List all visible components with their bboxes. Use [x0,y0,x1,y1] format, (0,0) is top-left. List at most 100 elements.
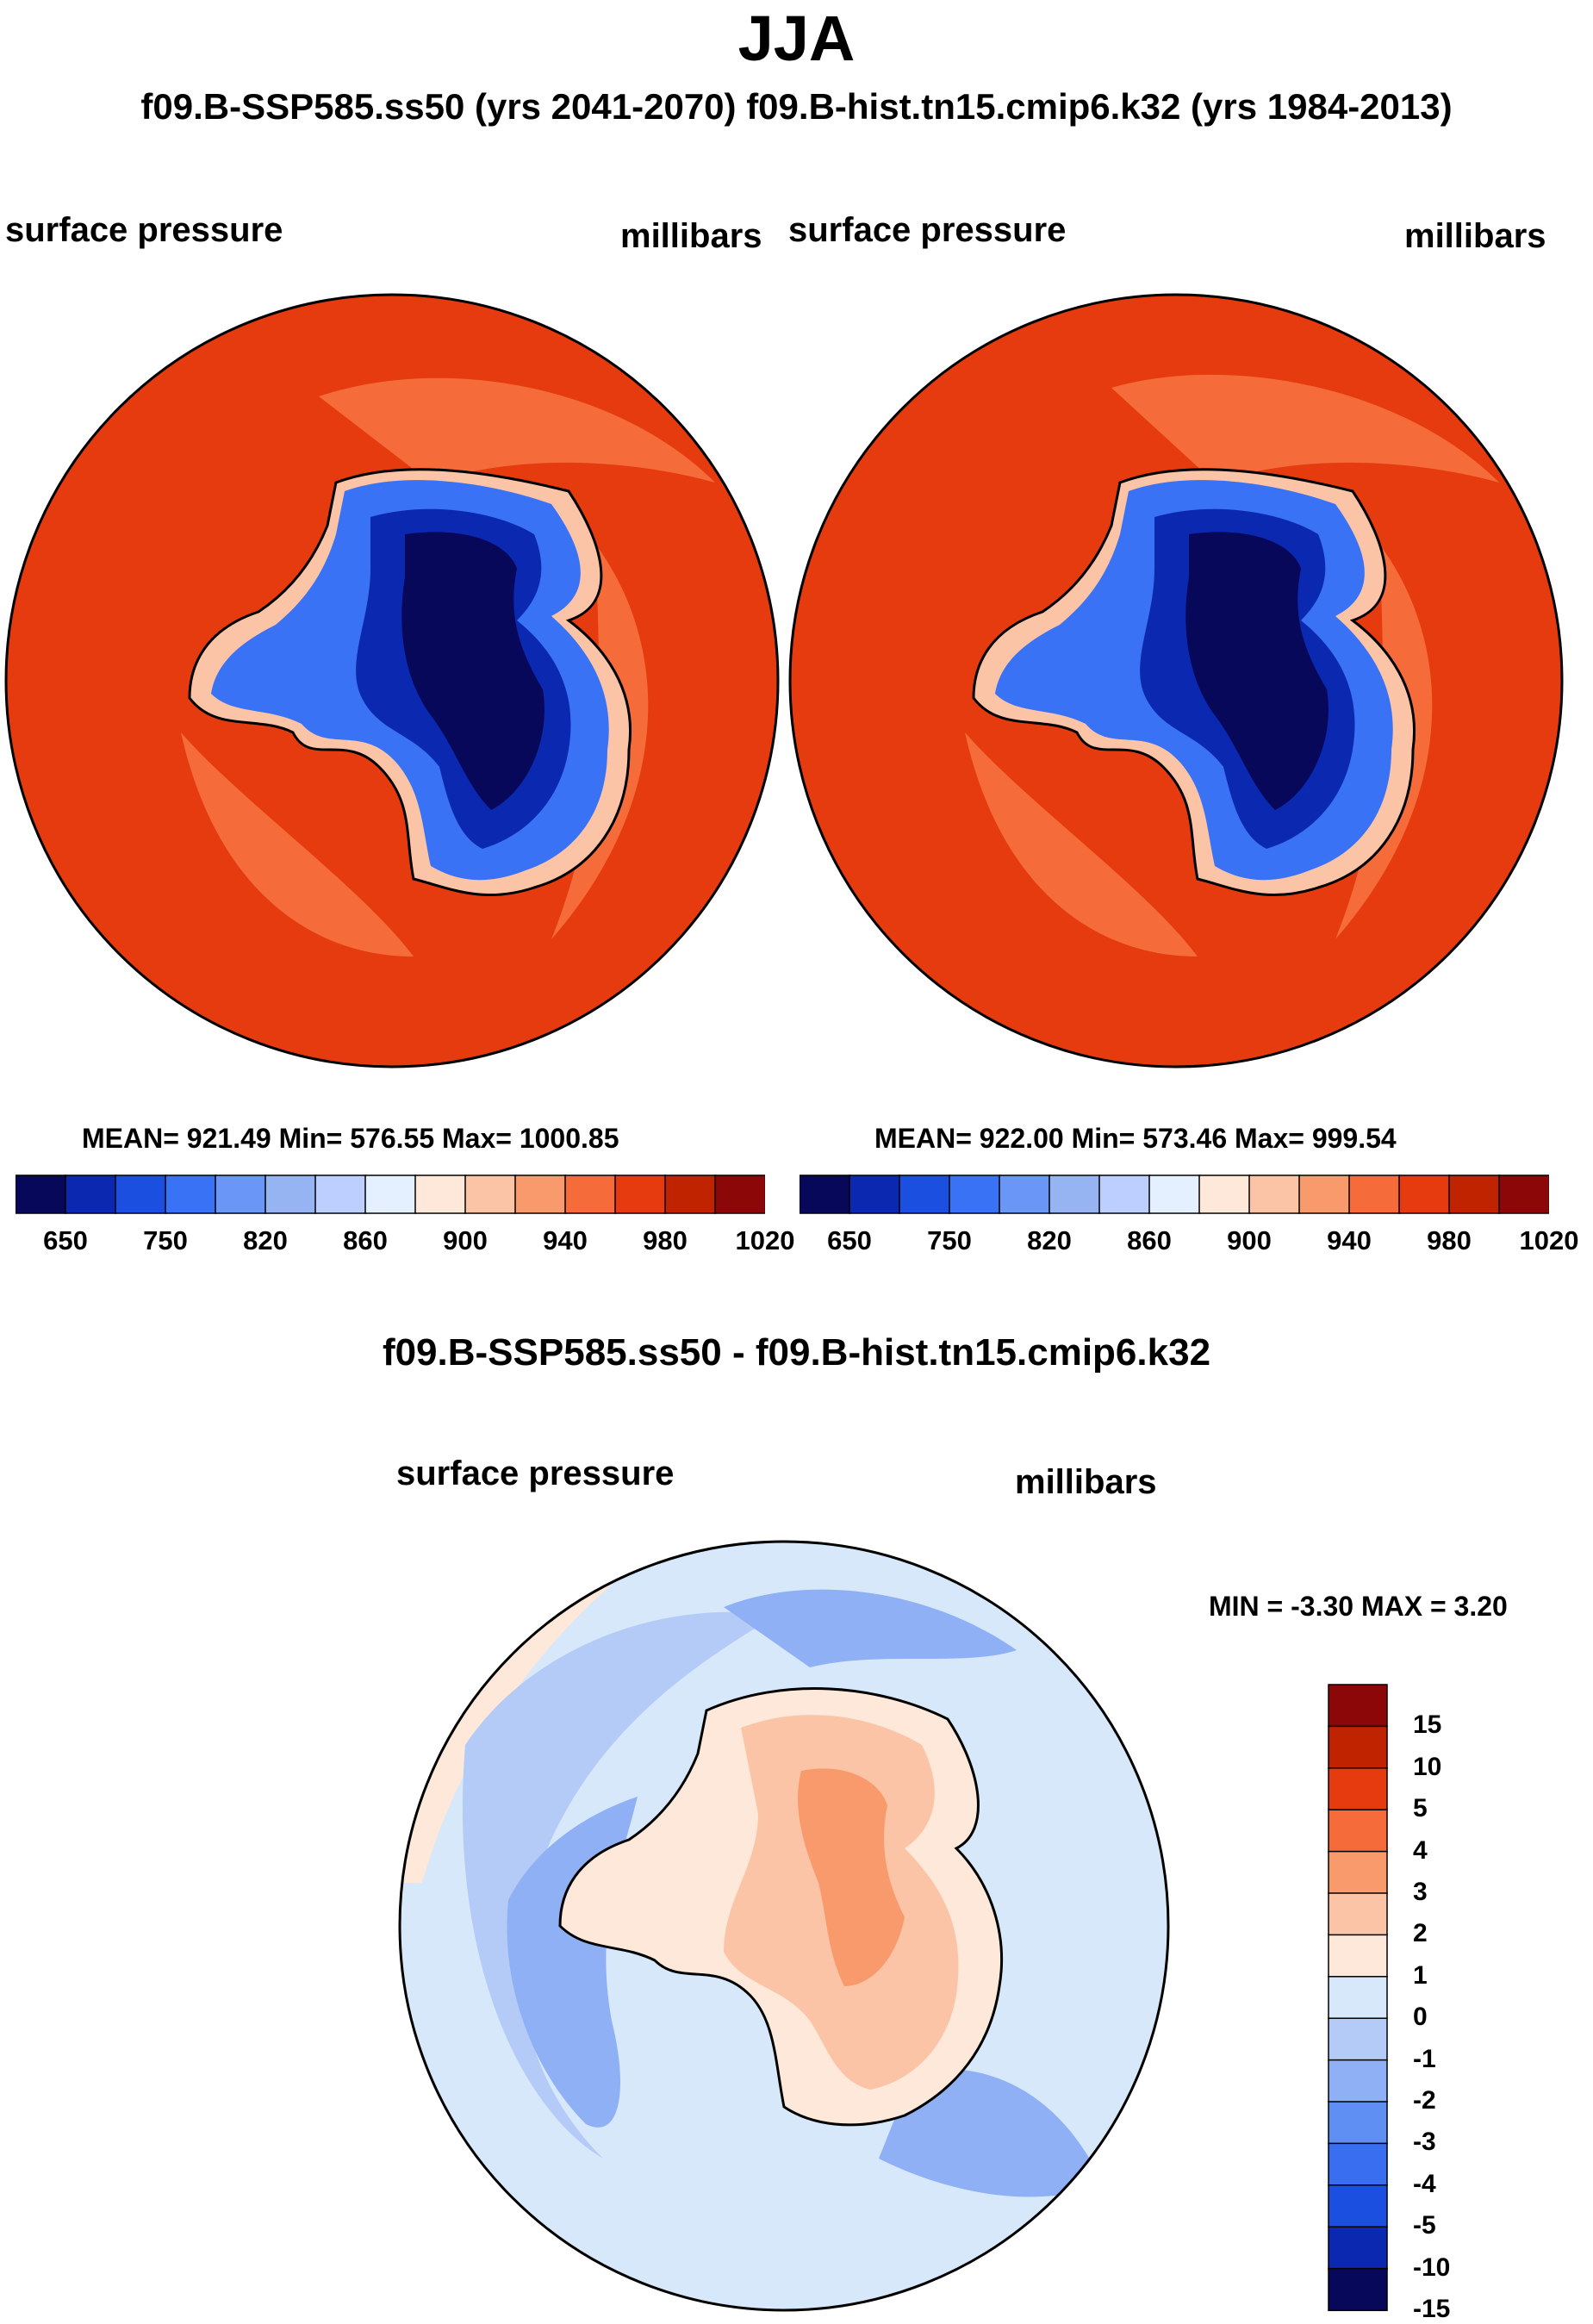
colorbar-swatch [800,1174,851,1214]
colorbar-tick-label: -10 [1413,2252,1451,2282]
figure-subtitle: f09.B-SSP585.ss50 (yrs 2041-2070) f09.B-… [140,86,1453,127]
panel-1-map [4,293,780,1069]
difference-title: f09.B-SSP585.ss50 - f09.B-hist.tn15.cmip… [382,1331,1211,1374]
colorbar-tick-label: 750 [143,1225,188,1255]
colorbar-swatch [849,1174,901,1214]
colorbar-tick-label: 15 [1413,1710,1442,1740]
colorbar-tick-label: 900 [443,1225,488,1255]
colorbar-swatch [1328,2267,1388,2312]
colorbar-swatch [314,1174,367,1214]
pressure-band-north [319,377,715,483]
colorbar-swatch [1328,2142,1388,2186]
colorbar-swatch [115,1174,167,1214]
colorbar-tick-label: 750 [927,1225,972,1255]
difference-variable-label: surface pressure [396,1455,675,1492]
colorbar-swatch [65,1174,117,1214]
colorbar-swatch [464,1174,517,1214]
colorbar-tick-label: -15 [1413,2295,1451,2323]
colorbar-swatch [564,1174,617,1214]
colorbar-swatch [414,1174,467,1214]
colorbar-swatch [664,1174,717,1214]
map-boundary [398,1540,1170,2312]
colorbar-swatch [714,1174,765,1214]
colorbar-swatch [999,1174,1051,1214]
colorbar-swatch [1328,1809,1388,1853]
colorbar-1 [16,1174,765,1214]
colorbar-swatch [264,1174,317,1214]
colorbar-difference [1328,1684,1388,2312]
colorbar-tick-label: 820 [243,1225,288,1255]
difference-units-label: millibars [1015,1463,1157,1501]
colorbar-tick-label: -3 [1413,2128,1436,2157]
negative-anomaly-ring-west [462,1611,775,2159]
colorbar-tick-label: 940 [543,1225,588,1255]
ice-sheet-plateau [1185,532,1329,810]
colorbar-tick-label: 5 [1413,1794,1428,1823]
colorbar-tick-label: 650 [827,1225,872,1255]
colorbar-swatch [1498,1174,1549,1214]
colorbar-tick-label: -1 [1413,2044,1436,2073]
colorbar-2 [800,1174,1549,1214]
pressure-band-south [965,732,1198,956]
pressure-band-south [181,732,414,956]
colorbar-tick-label: 860 [343,1225,388,1255]
panel-1-units-label: millibars [620,217,762,255]
colorbar-tick-label: 3 [1413,1878,1428,1906]
colorbar-swatch [1328,1684,1388,1728]
ice-sheet-plateau [401,532,544,810]
panel-2-units-label: millibars [1404,217,1546,255]
colorbar-tick-label: 980 [1427,1225,1472,1255]
colorbar-swatch [1328,1725,1388,1769]
colorbar-swatch [1328,1934,1388,1978]
panel-2-variable-label: surface pressure [788,211,1067,249]
colorbar-tick-label: 0 [1413,2003,1428,2032]
colorbar-tick-label: 820 [1027,1225,1072,1255]
colorbar-swatch [1328,2226,1388,2270]
colorbar-tick-label: -4 [1413,2169,1436,2198]
colorbar-tick-label: 4 [1413,1835,1428,1865]
colorbar-swatch [16,1174,67,1214]
colorbar-tick-label: 1020 [1519,1225,1579,1255]
pressure-band-north [1111,374,1499,483]
positive-anomaly-core [798,1768,905,1986]
map-boundary [788,293,1564,1069]
colorbar-swatch [1298,1174,1351,1214]
colorbar-swatch [165,1174,217,1214]
colorbar-swatch [949,1174,1001,1214]
panel-1-variable-label: surface pressure [5,211,283,249]
colorbar-tick-label: 1 [1413,1960,1428,1990]
panel-2-map [788,293,1564,1069]
colorbar-swatch [1328,1976,1388,2020]
colorbar-swatch [1328,2059,1388,2103]
colorbar-tick-label: 940 [1327,1225,1372,1255]
colorbar-swatch [215,1174,267,1214]
colorbar-swatch [1448,1174,1501,1214]
colorbar-swatch [1328,1892,1388,1936]
colorbar-tick-label: 10 [1413,1752,1442,1781]
difference-minmax: MIN = -3.30 MAX = 3.20 [1209,1591,1508,1622]
negative-anomaly-north [724,1589,1017,1667]
panel-2-stats: MEAN= 922.00 Min= 573.46 Max= 999.54 [874,1123,1397,1154]
colorbar-tick-label: 980 [643,1225,688,1255]
colorbar-swatch [1248,1174,1301,1214]
difference-map [398,1540,1170,2312]
colorbar-swatch [1348,1174,1401,1214]
colorbar-tick-label: 2 [1413,1919,1428,1948]
colorbar-swatch [1148,1174,1201,1214]
colorbar-swatch [1398,1174,1451,1214]
panel-1-stats: MEAN= 921.49 Min= 576.55 Max= 1000.85 [82,1123,619,1154]
colorbar-tick-label: 900 [1227,1225,1272,1255]
colorbar-swatch [1198,1174,1251,1214]
colorbar-swatch [1328,2017,1388,2061]
colorbar-tick-label: -2 [1413,2086,1436,2115]
colorbar-swatch [1328,1850,1388,1895]
colorbar-swatch [1328,1767,1388,1811]
colorbar-swatch [364,1174,417,1214]
colorbar-swatch [1328,2101,1388,2145]
colorbar-swatch [1098,1174,1151,1214]
colorbar-tick-label: -5 [1413,2211,1436,2240]
colorbar-tick-label: 650 [43,1225,88,1255]
colorbar-tick-label: 860 [1127,1225,1172,1255]
colorbar-swatch [514,1174,567,1214]
colorbar-swatch [1328,2184,1388,2228]
